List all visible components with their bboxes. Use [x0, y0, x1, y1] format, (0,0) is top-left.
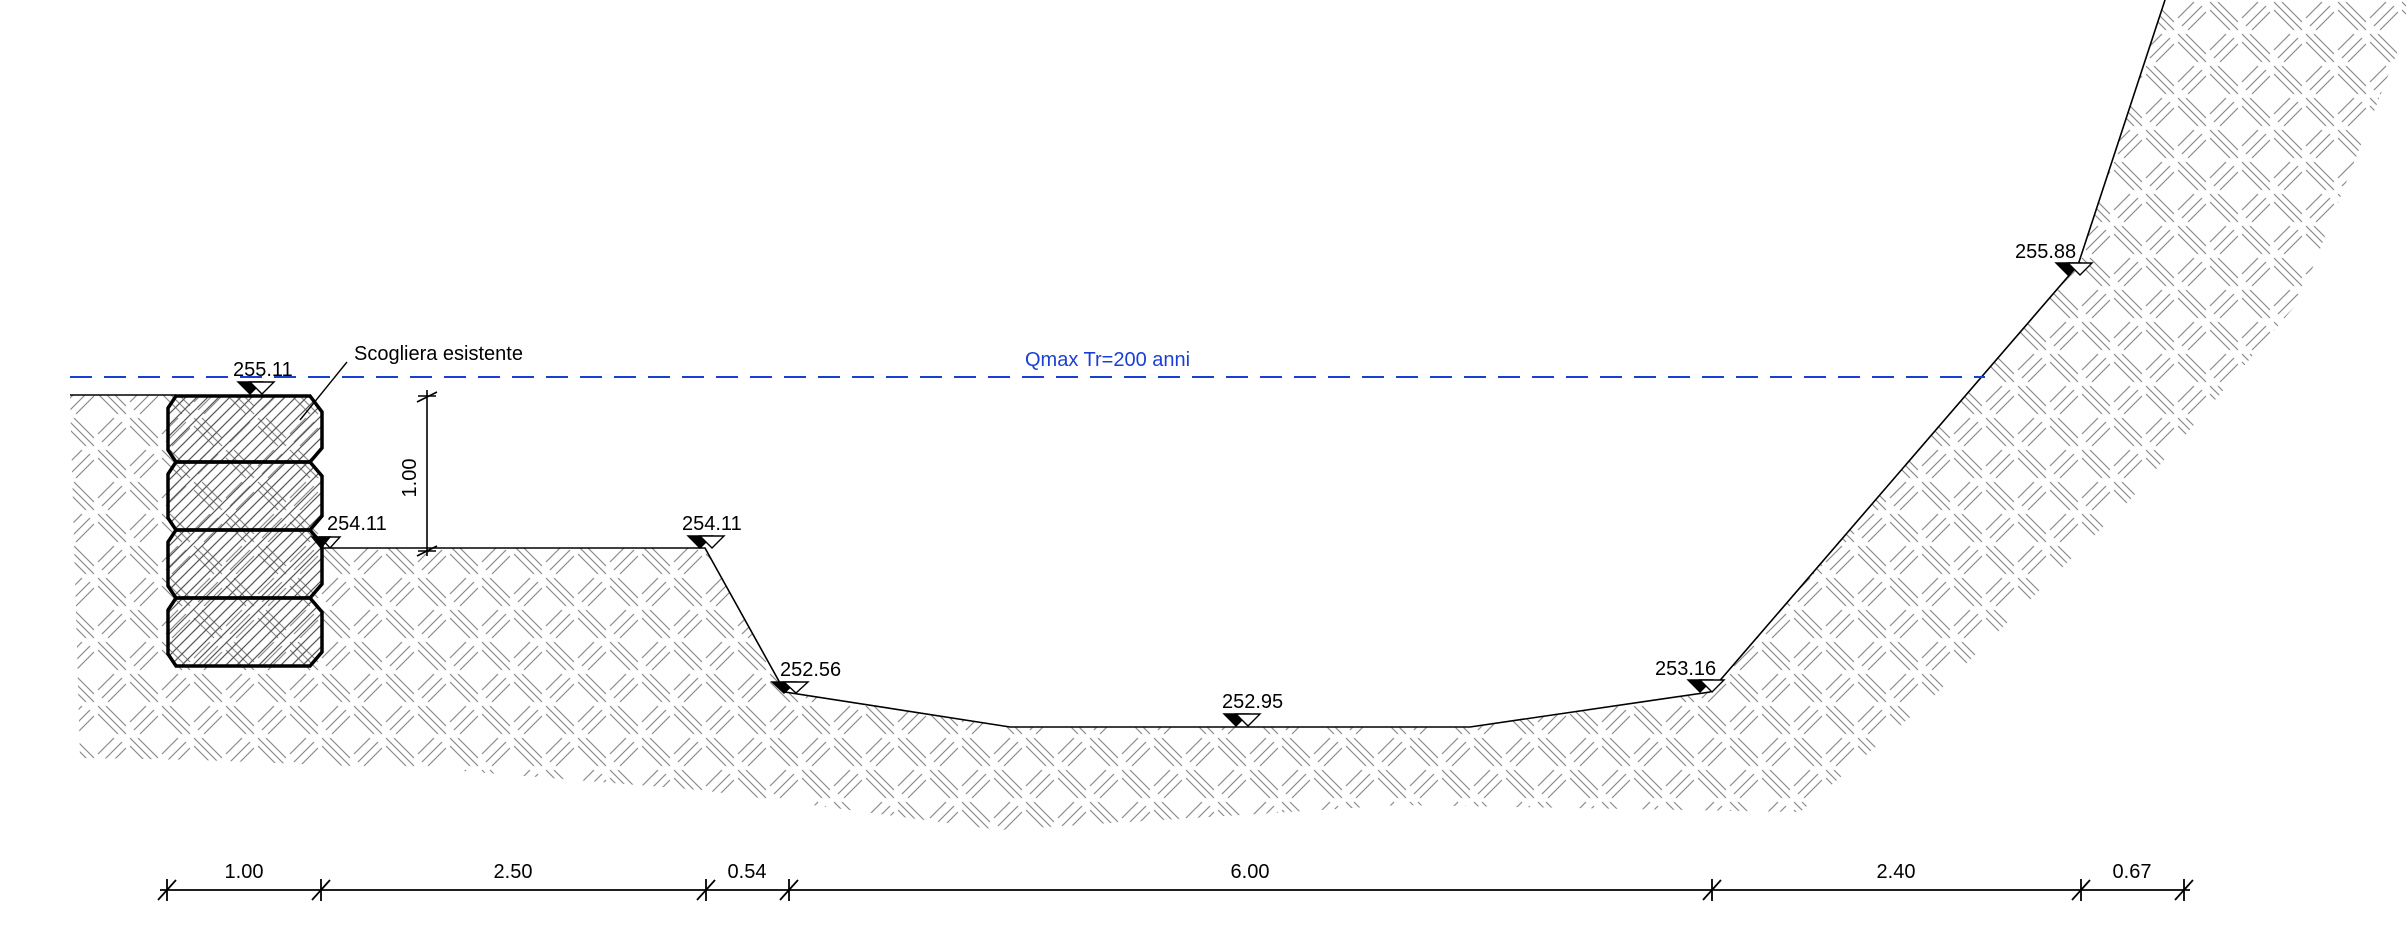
dimension-label: 2.40	[1877, 861, 1916, 883]
elevation-label-terrace-edge: 254.11	[682, 513, 742, 535]
riprap-blocks	[166, 394, 324, 668]
elevation-marker-icon	[1698, 679, 1726, 693]
elevation-label-right-toe: 253.16	[1655, 658, 1716, 680]
soil-hatch-area	[70, 0, 2406, 830]
riprap-leader-line	[299, 361, 348, 421]
elevation-markers	[236, 262, 2094, 727]
vertical-dimension	[416, 390, 438, 557]
elevation-marker-icon	[310, 536, 332, 550]
channel-profile-line	[320, 0, 2166, 728]
elevation-marker-icon	[1234, 713, 1262, 727]
horizontal-dimension-chain	[157, 879, 2194, 901]
elevation-label-left-toe: 252.56	[780, 659, 841, 681]
elevation-label-wall-base: 254.11	[327, 513, 387, 535]
riprap-block	[166, 394, 324, 464]
section-profile	[70, 0, 2166, 728]
water-level-label: Qmax Tr=200 anni	[1025, 349, 1190, 371]
elevation-marker-icon	[248, 381, 276, 395]
dimension-label: 0.54	[728, 861, 767, 883]
dimension-label: 6.00	[1231, 861, 1270, 883]
dimension-label: 2.50	[494, 861, 533, 883]
elevation-label-right-bank-top: 255.88	[2015, 241, 2076, 263]
elevation-marker-icon	[2066, 262, 2094, 276]
riprap-block	[166, 528, 324, 600]
riprap-block	[166, 460, 324, 532]
riprap-label: Scogliera esistente	[354, 343, 523, 365]
elevation-marker-icon	[782, 681, 810, 694]
elevation-marker-icon	[698, 535, 726, 549]
elevation-label-bed: 252.95	[1222, 691, 1283, 713]
dimension-label: 0.67	[2113, 861, 2152, 883]
elevation-label-wall-top: 255.11	[233, 359, 293, 381]
riprap-block	[166, 596, 324, 668]
vertical-dimension-label: 1.00	[399, 459, 421, 498]
dimension-label: 1.00	[225, 861, 264, 883]
